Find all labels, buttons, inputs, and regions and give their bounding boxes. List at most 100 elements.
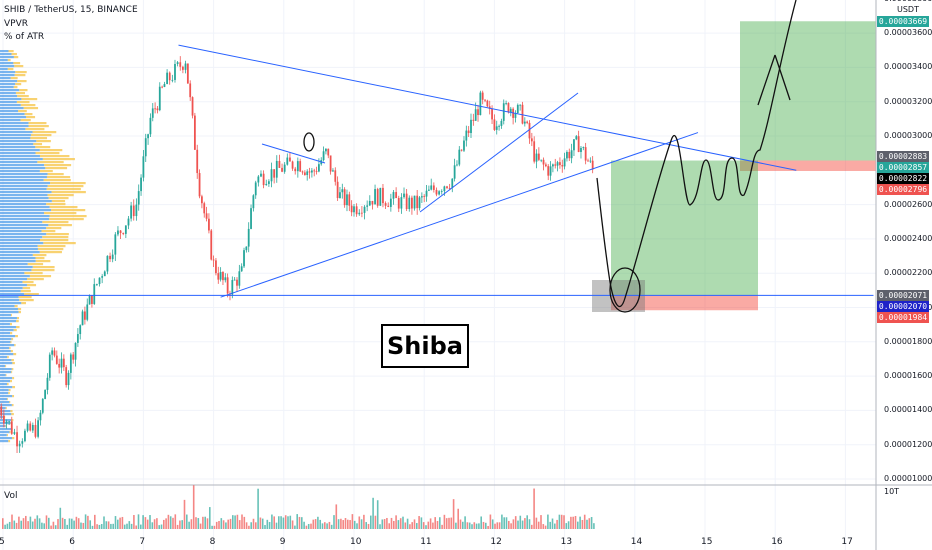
candle-body <box>329 155 332 172</box>
profile-bar-blue <box>0 167 46 170</box>
volume-bar <box>459 519 462 529</box>
volume-bar <box>257 488 259 529</box>
profile-bar-blue <box>0 257 36 260</box>
volume-label[interactable]: Vol <box>4 491 18 501</box>
volume-bar <box>324 522 326 529</box>
candle-body <box>93 284 96 304</box>
volume-bar <box>227 519 229 529</box>
profile-bar-blue <box>0 68 8 71</box>
candle-body <box>540 159 543 161</box>
profile-bar-yellow <box>41 230 56 233</box>
candle-body <box>161 86 164 88</box>
candle-body <box>270 169 273 182</box>
candle-body <box>582 147 585 148</box>
candle-body <box>533 141 536 162</box>
profile-bar-yellow <box>5 365 7 368</box>
candle-body <box>86 304 89 320</box>
profile-bar-yellow <box>11 359 14 362</box>
volume-bar <box>443 514 446 529</box>
trendline-short-down[interactable] <box>261 143 326 164</box>
candle-body <box>106 255 109 272</box>
volume-bar <box>298 516 301 529</box>
profile-bar-blue <box>0 371 12 374</box>
profile-bar-yellow <box>27 278 44 281</box>
candle-body <box>350 205 353 213</box>
candle-body <box>346 194 348 206</box>
trendline-short-up[interactable] <box>419 92 579 213</box>
candle-body <box>358 212 361 215</box>
profile-bar-blue <box>0 422 11 425</box>
volume-bar <box>167 514 170 529</box>
trendline[interactable] <box>220 132 699 298</box>
candle-body <box>21 441 24 444</box>
profile-bar-blue <box>0 266 33 269</box>
volume-bar <box>41 522 43 529</box>
x-axis-tick-label: 9 <box>279 537 286 547</box>
candle-body <box>44 389 47 399</box>
profile-bar-blue <box>0 236 43 239</box>
candle-body <box>584 147 587 161</box>
shiba-annotation[interactable]: Shiba <box>381 324 469 368</box>
profile-bar-blue <box>0 317 17 320</box>
volume-bar <box>130 523 133 529</box>
profile-bar-yellow <box>9 401 11 404</box>
profile-bar-blue <box>0 290 21 293</box>
volume-bar <box>579 516 581 529</box>
profile-bar-blue <box>0 179 44 182</box>
candle-body <box>273 169 276 178</box>
profile-bar-yellow <box>9 347 11 350</box>
volume-bar <box>558 514 561 529</box>
candle-body <box>294 168 297 172</box>
candle-body <box>502 103 505 121</box>
candle-body <box>79 325 82 335</box>
profile-bar-blue <box>0 260 36 263</box>
volume-bar <box>494 523 496 529</box>
profile-bar-yellow <box>26 284 37 287</box>
profile-bar-blue <box>0 437 12 440</box>
trendline[interactable] <box>178 44 797 171</box>
volume-bar <box>215 521 218 529</box>
profile-bar-yellow <box>32 266 55 269</box>
candle-body <box>122 232 125 234</box>
profile-bar-blue <box>0 92 16 95</box>
candle-body <box>149 117 152 135</box>
profile-bar-blue <box>0 239 40 242</box>
profile-bar-yellow <box>45 167 68 170</box>
candle-body <box>376 189 379 206</box>
profile-bar-blue <box>0 125 29 128</box>
volume-bar <box>356 523 358 529</box>
candle-body <box>132 205 135 217</box>
candle-body <box>72 354 75 360</box>
candle-body <box>254 182 257 196</box>
candle-body <box>55 355 58 364</box>
volume-bar <box>577 521 579 529</box>
volume-bar <box>531 524 533 529</box>
volume-bar <box>296 514 298 529</box>
indicator-atr[interactable]: % of ATR <box>4 32 45 42</box>
profile-bar-yellow <box>23 107 39 110</box>
indicator-vpvr[interactable]: VPVR <box>4 19 28 29</box>
x-axis-tick-label: 15 <box>701 537 713 547</box>
profile-bar-blue <box>0 287 23 290</box>
candle-body <box>250 208 252 229</box>
candle-body <box>505 103 507 104</box>
trendlines <box>0 44 874 298</box>
candle-body <box>537 153 540 160</box>
candle-body <box>486 100 489 107</box>
price-badge: 0.00002070 <box>877 301 929 313</box>
volume-bars <box>2 485 595 529</box>
volume-bar <box>80 522 82 529</box>
volume-bar <box>347 519 349 529</box>
volume-bar <box>29 516 32 529</box>
volume-bar <box>326 523 328 529</box>
volume-bar <box>266 519 269 529</box>
profile-bar-yellow <box>26 116 36 119</box>
profile-bar-yellow <box>8 389 11 392</box>
symbol-title[interactable]: SHIB / TetherUS, 15, BINANCE <box>4 5 138 15</box>
y-axis-tick-label: 0.00001200 <box>884 439 932 449</box>
volume-bar <box>397 520 400 529</box>
volume-bar <box>330 524 333 529</box>
candle-body <box>481 92 484 100</box>
candle-body <box>130 205 133 219</box>
